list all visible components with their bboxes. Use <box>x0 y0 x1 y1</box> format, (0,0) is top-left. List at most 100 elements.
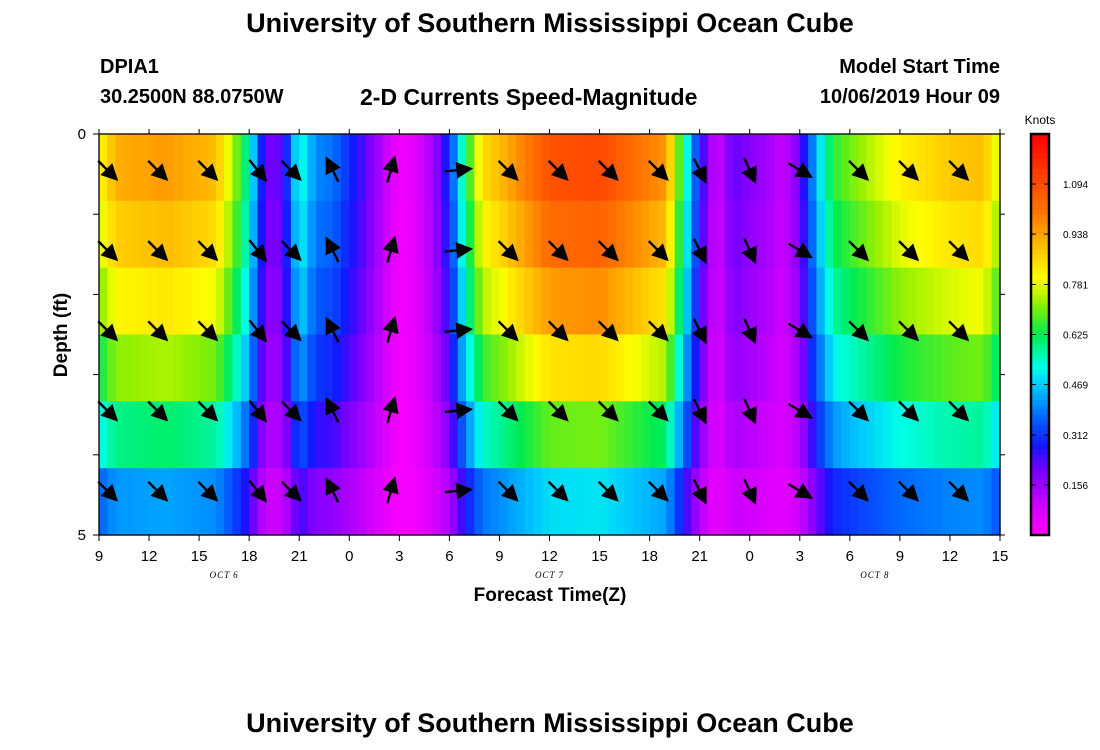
heat-cell <box>891 401 901 469</box>
heat-cell <box>708 468 717 536</box>
heat-cell <box>774 200 784 269</box>
heat-cell <box>791 200 801 269</box>
main-title: University of Southern Mississippi Ocean… <box>246 8 854 38</box>
heat-cell <box>741 468 751 536</box>
heat-cell <box>607 267 617 336</box>
current-vector <box>597 240 619 262</box>
current-vector <box>741 318 757 345</box>
heat-cell <box>566 134 576 202</box>
heat-cell <box>758 267 767 336</box>
heat-cell <box>290 401 300 469</box>
heat-cell <box>724 134 734 202</box>
heat-cell <box>432 401 442 469</box>
current-vector <box>787 482 813 499</box>
heat-cell <box>182 468 192 536</box>
current-vector <box>948 240 970 262</box>
heat-cell <box>407 134 417 202</box>
heat-cell <box>866 401 876 469</box>
heat-cell <box>808 334 818 402</box>
heat-cell <box>307 134 317 202</box>
heat-cell <box>549 468 559 536</box>
heat-cell <box>399 468 409 536</box>
heat-cell <box>124 134 133 202</box>
heat-cell <box>849 200 859 269</box>
heat-cell <box>849 468 859 536</box>
heat-cell <box>249 267 259 336</box>
heat-cell <box>666 401 676 469</box>
heat-cell <box>708 334 717 402</box>
heat-cell <box>532 267 542 336</box>
heat-cell <box>824 267 834 336</box>
heat-cell <box>491 401 501 469</box>
current-vector <box>382 155 399 183</box>
heat-cell <box>916 401 926 469</box>
heat-cell <box>891 134 901 202</box>
heat-cell <box>557 200 567 269</box>
heat-cell <box>899 401 909 469</box>
x-tick-label: 15 <box>191 548 208 565</box>
heat-cell <box>699 200 709 269</box>
heat-cell <box>682 267 692 336</box>
heat-cell <box>591 334 601 402</box>
heat-cell <box>240 200 250 269</box>
heat-cell <box>933 334 943 402</box>
heat-cell <box>449 134 459 202</box>
heat-cell <box>374 334 384 402</box>
heat-cell <box>549 401 559 469</box>
model-start-label: Model Start Time <box>839 56 1000 78</box>
heat-cell <box>916 134 926 202</box>
heat-cell <box>841 468 851 536</box>
heat-cell <box>699 334 709 402</box>
colorbar-segment <box>1031 494 1049 501</box>
heat-cell <box>265 468 275 536</box>
heat-cell <box>841 200 851 269</box>
heat-cell <box>816 200 826 269</box>
heat-cell <box>482 200 492 269</box>
heat-cell <box>507 334 517 402</box>
heat-cell <box>190 267 200 336</box>
colorbar-segment <box>1031 289 1049 295</box>
heat-cell <box>766 468 776 536</box>
heat-cell <box>240 134 250 202</box>
colorbar-segment <box>1031 159 1049 165</box>
heat-cell <box>983 468 993 536</box>
current-vector <box>597 160 619 181</box>
heat-cell <box>708 200 717 269</box>
colorbar-tick-label: 0.156 <box>1063 481 1088 492</box>
heat-cell <box>315 200 325 269</box>
current-vector <box>691 157 707 184</box>
heat-cell <box>115 334 125 402</box>
heat-cell <box>466 200 476 269</box>
heat-cell <box>624 267 634 336</box>
heat-cell <box>824 200 834 269</box>
heat-cell <box>199 267 209 336</box>
heat-cell <box>466 468 476 536</box>
heat-cell <box>983 334 993 402</box>
heat-cell <box>682 401 692 469</box>
heat-cell <box>315 401 325 469</box>
heat-cell <box>674 334 684 402</box>
heat-cell <box>849 267 859 336</box>
heat-cell <box>991 334 1001 402</box>
heat-cell <box>632 401 642 469</box>
heat-cell <box>432 267 442 336</box>
current-vector <box>898 320 920 342</box>
x-tick-label: 9 <box>896 548 904 565</box>
heat-cell <box>966 401 976 469</box>
x-tick-label: 6 <box>846 548 854 565</box>
heat-cell <box>232 401 242 469</box>
heat-cell <box>199 334 209 402</box>
heat-cell <box>883 134 893 202</box>
heat-cell <box>399 134 409 202</box>
heat-cell <box>374 134 384 202</box>
heat-cell <box>290 200 300 269</box>
heat-cell <box>449 200 459 269</box>
heat-cell <box>457 267 467 336</box>
heat-cell <box>124 200 133 269</box>
heat-cell <box>332 401 342 469</box>
heat-cell <box>424 468 434 536</box>
heat-cell <box>758 134 767 202</box>
heat-cell <box>265 401 275 469</box>
heat-cell <box>165 401 175 469</box>
current-vector <box>647 160 669 182</box>
